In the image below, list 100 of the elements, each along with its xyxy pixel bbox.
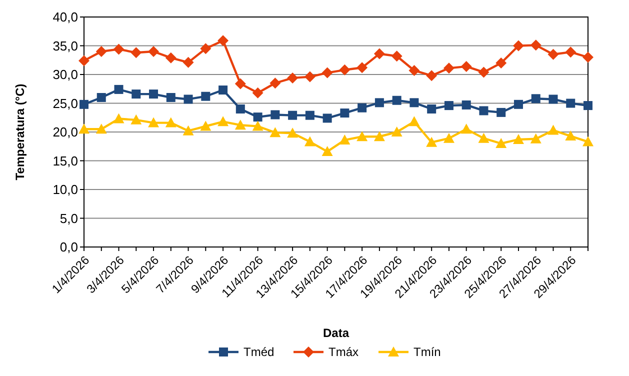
point bbox=[96, 124, 107, 134]
point bbox=[339, 64, 350, 76]
y-tick-label: 30,0 bbox=[52, 67, 78, 82]
point bbox=[408, 116, 420, 126]
point bbox=[443, 62, 454, 74]
point bbox=[148, 117, 160, 128]
point bbox=[565, 46, 576, 58]
point bbox=[305, 110, 314, 120]
y-tick-label: 15,0 bbox=[52, 153, 78, 168]
point bbox=[548, 124, 559, 135]
point bbox=[460, 60, 472, 72]
point bbox=[426, 136, 438, 147]
point bbox=[512, 40, 524, 52]
y-tick-label: 35,0 bbox=[52, 38, 78, 54]
point bbox=[148, 46, 160, 57]
point bbox=[270, 127, 281, 138]
point bbox=[234, 78, 246, 90]
point bbox=[548, 48, 559, 60]
point bbox=[496, 108, 506, 117]
point bbox=[200, 120, 212, 131]
point bbox=[182, 125, 194, 136]
point bbox=[427, 104, 436, 114]
point bbox=[410, 98, 419, 108]
legend-label: Tmín bbox=[414, 345, 441, 360]
point bbox=[114, 84, 124, 94]
point bbox=[356, 62, 368, 74]
point bbox=[374, 98, 384, 108]
point bbox=[478, 66, 490, 78]
point bbox=[218, 86, 228, 95]
point bbox=[166, 93, 176, 102]
point bbox=[113, 113, 124, 124]
point bbox=[514, 100, 523, 109]
point bbox=[165, 52, 176, 64]
point bbox=[339, 134, 350, 145]
point bbox=[512, 134, 524, 144]
point bbox=[392, 96, 402, 105]
point bbox=[218, 116, 229, 126]
point bbox=[530, 133, 542, 144]
point bbox=[582, 136, 594, 146]
point bbox=[80, 100, 88, 109]
point bbox=[130, 114, 142, 124]
point bbox=[96, 46, 107, 57]
point bbox=[200, 43, 212, 54]
y-tick-label: 20,0 bbox=[52, 124, 78, 140]
point bbox=[132, 90, 141, 99]
point bbox=[130, 47, 142, 58]
point bbox=[234, 120, 246, 130]
point bbox=[565, 130, 576, 141]
legend-label: Tméd bbox=[244, 345, 274, 360]
point bbox=[496, 58, 507, 68]
point bbox=[460, 124, 472, 134]
point bbox=[287, 128, 298, 138]
point bbox=[340, 108, 350, 118]
point bbox=[201, 92, 210, 101]
point bbox=[270, 78, 281, 89]
point bbox=[165, 117, 176, 128]
point bbox=[252, 120, 264, 131]
point bbox=[356, 131, 368, 142]
legend-label: Tmáx bbox=[328, 345, 358, 360]
point bbox=[304, 71, 316, 82]
point bbox=[78, 55, 90, 66]
point bbox=[270, 110, 280, 120]
y-tick-label: 40,0 bbox=[52, 10, 78, 25]
point bbox=[78, 124, 90, 134]
point bbox=[322, 146, 333, 156]
y-tick-label: 0,0 bbox=[60, 240, 78, 255]
point bbox=[322, 114, 332, 123]
point bbox=[374, 131, 385, 142]
point bbox=[391, 126, 402, 136]
point bbox=[113, 44, 124, 55]
point bbox=[531, 94, 540, 104]
point bbox=[582, 52, 594, 63]
point bbox=[478, 132, 490, 143]
point bbox=[496, 138, 507, 148]
x-axis-title: Data bbox=[322, 326, 350, 340]
point bbox=[288, 110, 298, 120]
point bbox=[443, 132, 454, 143]
y-tick-label: 5,0 bbox=[60, 210, 78, 226]
point bbox=[462, 100, 471, 110]
point bbox=[374, 48, 385, 60]
y-tick-label: 25,0 bbox=[52, 96, 78, 111]
point bbox=[548, 94, 558, 104]
point bbox=[252, 87, 264, 98]
point bbox=[236, 104, 245, 114]
point bbox=[149, 90, 158, 99]
point bbox=[566, 98, 576, 108]
point bbox=[479, 106, 488, 116]
point bbox=[408, 64, 420, 76]
point bbox=[444, 101, 454, 110]
point bbox=[218, 35, 229, 46]
point bbox=[530, 40, 542, 51]
point bbox=[322, 67, 333, 78]
point bbox=[96, 93, 106, 102]
point bbox=[304, 136, 316, 146]
point bbox=[358, 103, 367, 112]
point bbox=[182, 56, 194, 68]
point bbox=[391, 50, 402, 62]
point bbox=[287, 72, 298, 84]
point bbox=[253, 112, 262, 122]
y-axis-title: Temperatura (°C) bbox=[13, 84, 27, 180]
